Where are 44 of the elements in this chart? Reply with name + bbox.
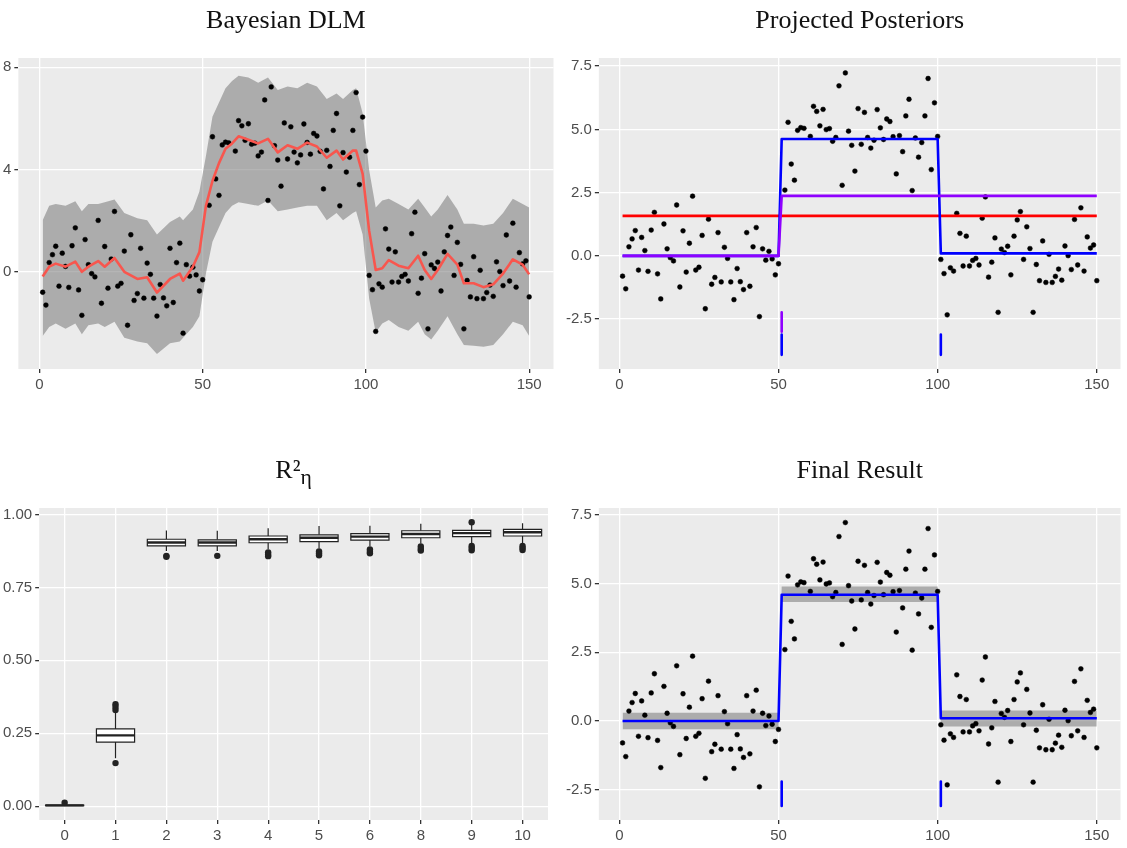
y-tick-label: 5.0	[570, 119, 592, 137]
y-tick-label: 8	[3, 57, 12, 75]
y-tick-label: 7.5	[570, 56, 592, 74]
chart-title: Bayesian DLM	[206, 4, 366, 36]
y-tick-label: 4	[3, 159, 12, 177]
chart-title: Projected Posteriors	[755, 4, 965, 36]
y-tick-label: 1.00	[2, 504, 33, 522]
x-tick-label: 150	[1084, 375, 1110, 393]
x-tick-label: 10	[514, 826, 531, 844]
x-tick-label: 9	[467, 826, 476, 844]
x-tick-label: 3	[213, 826, 222, 844]
x-tick-label: 6	[365, 826, 375, 844]
x-tick-label: 0	[35, 375, 44, 393]
x-tick-label: 150	[516, 375, 542, 393]
x-tick-label: 5	[314, 826, 324, 844]
y-tick-label: 2.5	[570, 642, 592, 660]
x-tick-label: 0	[60, 826, 69, 844]
x-tick-label: 100	[353, 375, 379, 393]
x-tick-label: 8	[416, 826, 425, 844]
x-tick-label: 0	[615, 826, 624, 844]
x-tick-label: 1	[111, 826, 120, 844]
y-tick-label: 0.50	[2, 650, 33, 668]
x-tick-label: 50	[770, 375, 787, 393]
y-tick-label: 0.0	[570, 711, 592, 729]
x-tick-label: 100	[925, 375, 951, 393]
y-tick-label: 0.25	[2, 723, 33, 741]
y-tick-label: 0.0	[570, 246, 592, 264]
x-tick-label: 2	[162, 826, 171, 844]
x-tick-label: 50	[194, 375, 211, 393]
y-tick-label: 2.5	[570, 182, 592, 200]
x-tick-label: 0	[615, 375, 624, 393]
y-tick-label: 5.0	[570, 573, 592, 591]
chart-title: R²$_{η}$	[275, 454, 312, 490]
x-tick-label: 150	[1084, 826, 1110, 844]
x-tick-label: 4	[263, 826, 273, 844]
y-tick-label: 7.5	[570, 505, 592, 523]
chart-title: Final Result	[796, 454, 923, 486]
y-tick-label: -2.5	[565, 779, 592, 797]
x-tick-label: 50	[770, 826, 787, 844]
y-tick-label: 0.00	[2, 796, 33, 814]
y-tick-label: 0.75	[2, 577, 33, 595]
x-tick-label: 100	[925, 826, 951, 844]
y-tick-label: 0	[3, 261, 12, 279]
y-tick-label: -2.5	[565, 309, 592, 327]
